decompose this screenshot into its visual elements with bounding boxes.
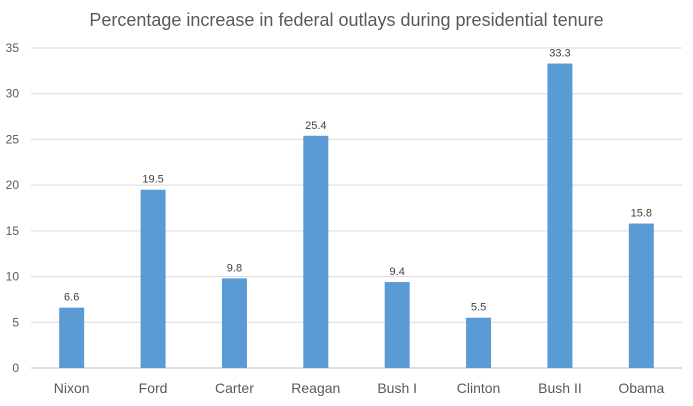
x-tick-label-ford: Ford xyxy=(139,380,168,396)
data-label-clinton: 5.5 xyxy=(471,302,486,314)
y-tick-label-30: 30 xyxy=(6,87,20,101)
y-tick-label-35: 35 xyxy=(6,41,20,55)
y-tick-label-15: 15 xyxy=(6,224,20,238)
bar-nixon xyxy=(59,307,85,368)
x-tick-label-obama: Obama xyxy=(618,380,664,396)
data-label-carter: 9.8 xyxy=(227,262,242,274)
bar-obama xyxy=(628,223,654,368)
y-tick-label-25: 25 xyxy=(6,132,20,146)
x-tick-label-bush-i: Bush I xyxy=(377,380,417,396)
data-label-bush-i: 9.4 xyxy=(390,266,405,278)
bar-carter xyxy=(221,278,247,368)
x-tick-label-bush-ii: Bush II xyxy=(538,380,582,396)
data-label-nixon: 6.6 xyxy=(64,292,79,304)
data-label-bush-ii: 33.3 xyxy=(549,48,570,60)
data-label-obama: 15.8 xyxy=(631,208,652,220)
data-label-reagan: 25.4 xyxy=(305,120,326,132)
chart-title: Percentage increase in federal outlays d… xyxy=(89,10,604,30)
bar-bush-ii xyxy=(547,63,573,369)
y-tick-label-0: 0 xyxy=(12,361,19,375)
bar-ford xyxy=(140,189,166,368)
x-tick-label-clinton: Clinton xyxy=(457,380,501,396)
x-tick-label-nixon: Nixon xyxy=(54,380,90,396)
data-label-ford: 19.5 xyxy=(142,174,163,186)
x-tick-label-carter: Carter xyxy=(215,380,254,396)
bar-clinton xyxy=(466,317,492,368)
bar-reagan xyxy=(303,135,329,368)
x-tick-label-reagan: Reagan xyxy=(291,380,340,396)
y-tick-label-5: 5 xyxy=(12,315,19,329)
y-tick-label-20: 20 xyxy=(6,178,20,192)
y-tick-label-10: 10 xyxy=(6,270,20,284)
bar-bush-i xyxy=(384,282,410,368)
